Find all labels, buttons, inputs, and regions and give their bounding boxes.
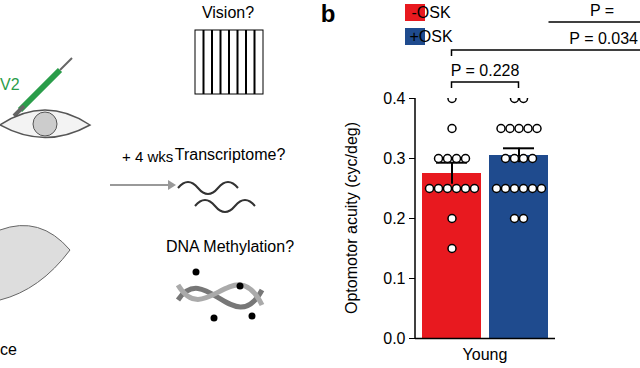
svg-text:ce: ce: [0, 341, 17, 358]
svg-text:Transcriptome?: Transcriptome?: [175, 146, 286, 163]
svg-text:0.3: 0.3: [383, 150, 405, 167]
svg-text:-OSK: -OSK: [411, 4, 450, 21]
svg-text:Optomotor acuity (cyc/deg): Optomotor acuity (cyc/deg): [343, 122, 360, 314]
svg-text:Vision?: Vision?: [202, 4, 254, 21]
svg-text:0.1: 0.1: [383, 270, 405, 287]
svg-text:+OSK: +OSK: [409, 28, 452, 45]
svg-text:0.4: 0.4: [383, 90, 405, 107]
svg-text:0.0: 0.0: [383, 330, 405, 347]
svg-text:P = 0.034: P = 0.034: [569, 30, 638, 47]
svg-text:V2: V2: [0, 76, 20, 93]
svg-text:0.2: 0.2: [383, 210, 405, 227]
svg-text:b: b: [321, 0, 336, 27]
svg-text:P = 0.228: P = 0.228: [451, 62, 520, 79]
svg-text:+ 4 wks: + 4 wks: [122, 148, 173, 165]
svg-text:P =: P =: [590, 2, 614, 19]
svg-text:DNA Methylation?: DNA Methylation?: [166, 238, 294, 255]
svg-text:Young: Young: [463, 346, 508, 363]
